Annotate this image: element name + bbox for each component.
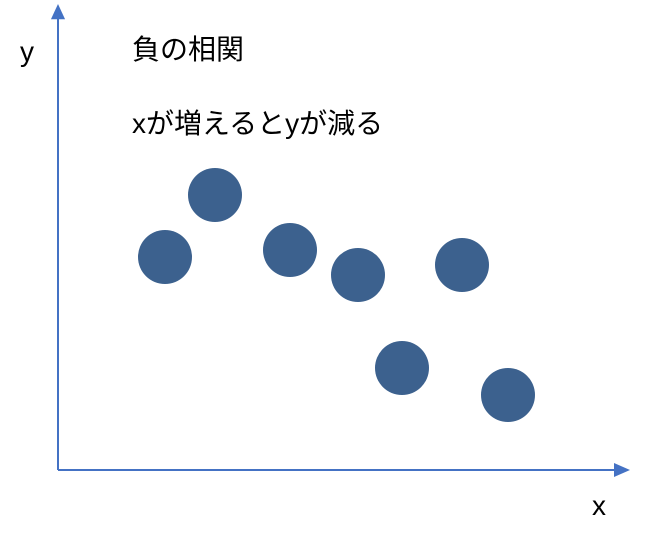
scatter-point (481, 368, 535, 422)
x-axis-arrow (614, 463, 630, 477)
scatter-point (331, 248, 385, 302)
scatter-point (188, 168, 242, 222)
scatter-point (263, 223, 317, 277)
scatter-point (138, 230, 192, 284)
axes (0, 0, 649, 537)
chart-subtitle: xが増えるとyが減る (132, 102, 383, 142)
x-axis (58, 463, 630, 477)
y-axis (51, 4, 65, 470)
scatter-chart: y x 負の相関 xが増えるとyが減る (0, 0, 649, 537)
x-axis-label: x (592, 490, 606, 522)
y-axis-label: y (20, 36, 34, 68)
scatter-point (375, 341, 429, 395)
y-axis-arrow (51, 4, 65, 19)
chart-title: 負の相関 (132, 28, 244, 68)
scatter-point (435, 238, 489, 292)
